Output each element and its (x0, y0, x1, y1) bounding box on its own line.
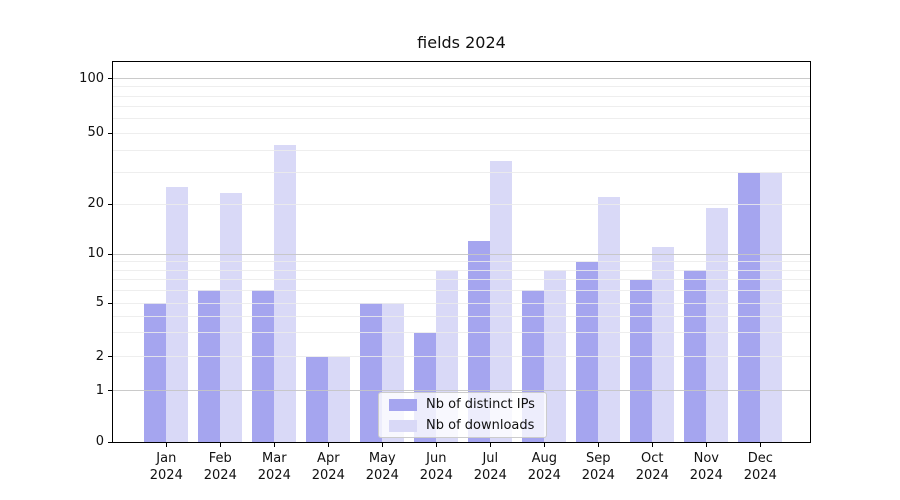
y-tick-mark (108, 78, 112, 80)
y-tick-mark (108, 132, 112, 134)
bar-downloads-dec (760, 172, 783, 442)
minor-gridline (113, 302, 810, 304)
bar-distinct-ips-may (360, 303, 383, 442)
y-tick-label: 10 (87, 246, 104, 262)
legend-swatch-downloads (389, 419, 417, 432)
bar-downloads-mar (274, 144, 297, 442)
y-tick-label: 20 (87, 196, 104, 212)
x-tick-label: May 2024 (365, 451, 399, 483)
bar-distinct-ips-feb (198, 290, 221, 442)
bar-distinct-ips-apr (306, 356, 329, 442)
x-tick-label: Jun 2024 (419, 451, 453, 483)
bar-downloads-apr (328, 356, 351, 442)
minor-gridline (113, 132, 810, 134)
x-tick-mark (706, 443, 708, 447)
legend-entry-downloads: Nb of downloads (379, 417, 546, 435)
y-tick-label: 5 (95, 295, 104, 311)
x-tick-label: Jan 2024 (149, 451, 183, 483)
minor-gridline (113, 261, 810, 263)
x-tick-mark (220, 443, 222, 447)
minor-gridline (113, 172, 810, 174)
bar-distinct-ips-jan (144, 303, 167, 442)
bar-downloads-oct (652, 247, 675, 442)
legend-label-distinct-ips: Nb of distinct IPs (426, 397, 535, 412)
x-tick-mark (598, 443, 600, 447)
minor-gridline (113, 269, 810, 271)
x-tick-mark (490, 443, 492, 447)
x-tick-mark (382, 443, 384, 447)
x-tick-label: Jul 2024 (473, 451, 507, 483)
bar-distinct-ips-oct (630, 279, 653, 442)
minor-gridline (113, 289, 810, 291)
bar-downloads-jul (490, 160, 513, 442)
y-tick-label: 0 (95, 434, 104, 449)
y-tick-mark (108, 441, 112, 443)
legend: Nb of distinct IPs Nb of downloads (378, 392, 547, 438)
major-gridline (113, 78, 810, 80)
x-tick-label: Sep 2024 (581, 451, 615, 483)
minor-gridline (113, 95, 810, 97)
x-tick-mark (652, 443, 654, 447)
minor-gridline (113, 279, 810, 280)
x-tick-mark (328, 443, 330, 447)
bar-downloads-nov (706, 207, 729, 442)
minor-gridline (113, 332, 810, 334)
y-tick-mark (108, 390, 112, 392)
minor-gridline (113, 86, 810, 88)
x-tick-label: Feb 2024 (203, 451, 237, 483)
x-tick-mark (166, 443, 168, 447)
bar-distinct-ips-mar (252, 290, 275, 442)
major-gridline (113, 253, 810, 255)
x-tick-label: Dec 2024 (743, 451, 777, 483)
x-tick-mark (436, 443, 438, 447)
y-tick-mark (108, 356, 112, 357)
bar-distinct-ips-jul (468, 241, 491, 442)
x-tick-mark (760, 443, 762, 447)
legend-entry-distinct-ips: Nb of distinct IPs (379, 396, 546, 414)
y-tick-mark (108, 302, 112, 304)
x-tick-mark (544, 443, 546, 447)
x-tick-mark (274, 443, 276, 447)
y-tick-mark (108, 253, 112, 255)
x-tick-label: Mar 2024 (257, 451, 291, 483)
y-tick-label: 50 (87, 125, 104, 141)
minor-gridline (113, 106, 810, 108)
minor-gridline (113, 118, 810, 120)
legend-label-downloads: Nb of downloads (426, 418, 535, 433)
minor-gridline (113, 356, 810, 357)
x-tick-label: Oct 2024 (635, 451, 669, 483)
bar-downloads-jan (166, 186, 189, 442)
minor-gridline (113, 203, 810, 205)
y-tick-mark (108, 203, 112, 205)
bar-distinct-ips-sep (576, 261, 599, 442)
minor-gridline (113, 149, 810, 151)
y-tick-label: 2 (95, 348, 104, 364)
minor-gridline (113, 315, 810, 317)
bar-downloads-sep (598, 196, 621, 442)
y-tick-label: 100 (79, 70, 104, 86)
bar-downloads-feb (220, 193, 243, 442)
legend-swatch-distinct-ips (389, 398, 417, 411)
plot-area (112, 61, 811, 443)
bar-distinct-ips-dec (738, 172, 761, 442)
y-tick-label: 1 (95, 382, 104, 398)
x-tick-label: Nov 2024 (689, 451, 723, 483)
x-tick-label: Apr 2024 (311, 451, 345, 483)
chart-title: fields 2024 (417, 33, 506, 52)
x-tick-label: Aug 2024 (527, 451, 561, 483)
major-gridline (113, 390, 810, 392)
